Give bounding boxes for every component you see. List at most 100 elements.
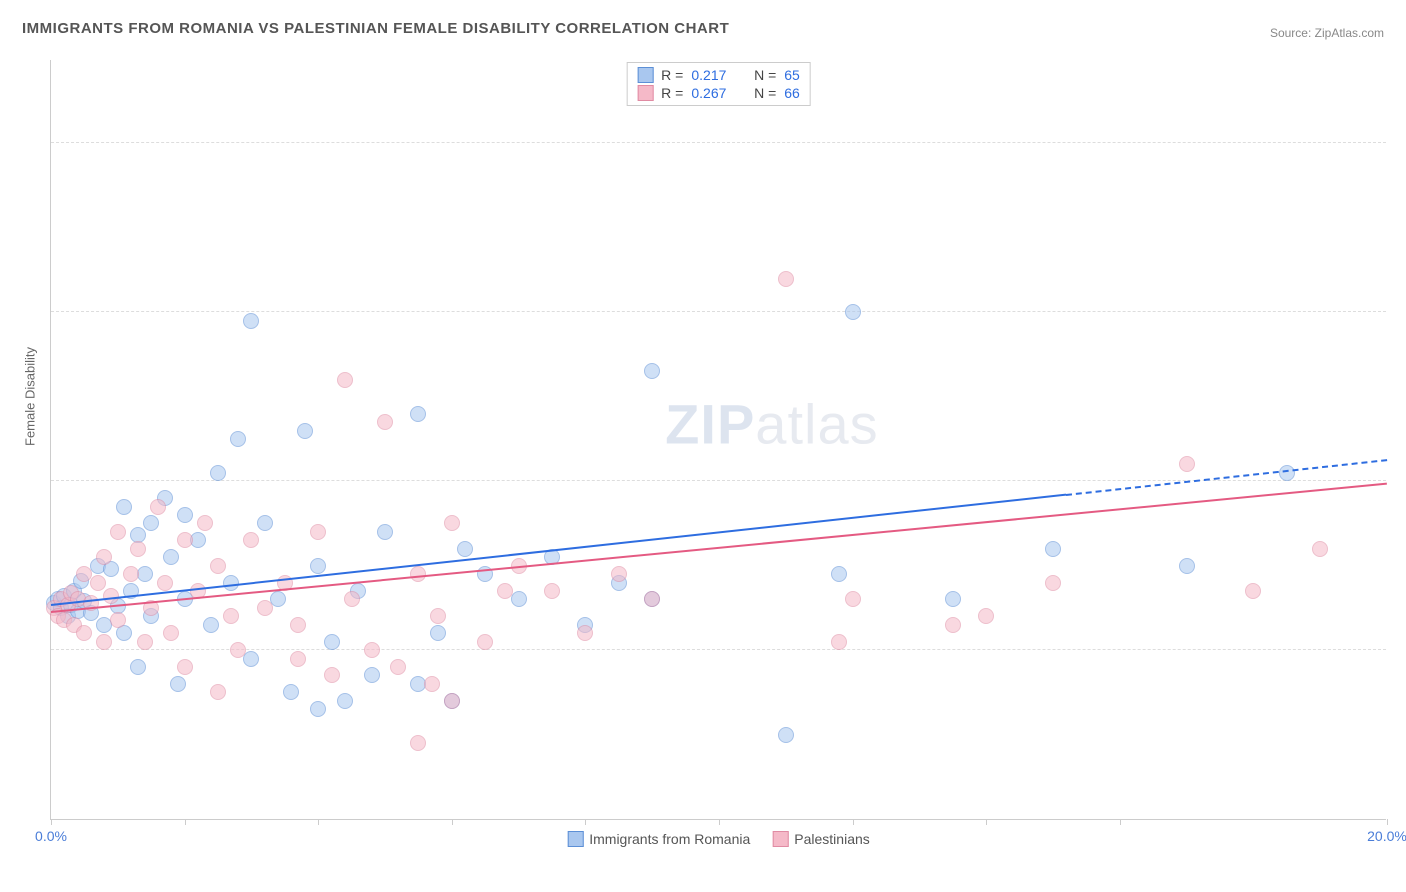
- scatter-point-palestinian: [845, 591, 861, 607]
- r-label: R =: [661, 85, 683, 101]
- scatter-point-palestinian: [444, 693, 460, 709]
- scatter-point-romania: [845, 304, 861, 320]
- y-axis-label: Female Disability: [23, 347, 38, 446]
- legend-swatch-romania: [637, 67, 653, 83]
- scatter-point-palestinian: [96, 549, 112, 565]
- scatter-point-palestinian: [1045, 575, 1061, 591]
- scatter-point-palestinian: [110, 612, 126, 628]
- scatter-point-palestinian: [430, 608, 446, 624]
- scatter-point-romania: [511, 591, 527, 607]
- n-label: N =: [754, 85, 776, 101]
- scatter-point-palestinian: [544, 583, 560, 599]
- scatter-point-palestinian: [157, 575, 173, 591]
- r-value: 0.267: [691, 85, 726, 101]
- scatter-point-romania: [283, 684, 299, 700]
- scatter-point-romania: [297, 423, 313, 439]
- watermark: ZIPatlas: [665, 392, 878, 457]
- scatter-point-palestinian: [364, 642, 380, 658]
- legend-bottom: Immigrants from Romania Palestinians: [567, 831, 870, 847]
- legend-label: Palestinians: [794, 831, 870, 847]
- scatter-point-palestinian: [177, 532, 193, 548]
- scatter-point-palestinian: [163, 625, 179, 641]
- scatter-point-palestinian: [76, 625, 92, 641]
- scatter-point-palestinian: [96, 634, 112, 650]
- scatter-point-palestinian: [123, 566, 139, 582]
- scatter-point-palestinian: [150, 499, 166, 515]
- scatter-point-palestinian: [497, 583, 513, 599]
- scatter-point-palestinian: [130, 541, 146, 557]
- x-tick: [1387, 819, 1388, 825]
- scatter-point-palestinian: [110, 524, 126, 540]
- scatter-point-romania: [116, 499, 132, 515]
- legend-swatch-palestinian: [637, 85, 653, 101]
- scatter-point-palestinian: [410, 735, 426, 751]
- legend-stats-box: R = 0.217 N = 65R = 0.267 N = 66: [626, 62, 811, 106]
- scatter-point-romania: [163, 549, 179, 565]
- scatter-point-palestinian: [778, 271, 794, 287]
- scatter-point-palestinian: [290, 617, 306, 633]
- scatter-point-romania: [243, 313, 259, 329]
- scatter-point-romania: [945, 591, 961, 607]
- scatter-point-palestinian: [197, 515, 213, 531]
- x-tick: [452, 819, 453, 825]
- legend-item-romania: Immigrants from Romania: [567, 831, 750, 847]
- scatter-point-romania: [324, 634, 340, 650]
- scatter-point-palestinian: [1312, 541, 1328, 557]
- scatter-point-romania: [457, 541, 473, 557]
- scatter-point-palestinian: [945, 617, 961, 633]
- scatter-point-palestinian: [644, 591, 660, 607]
- x-tick: [51, 819, 52, 825]
- scatter-point-palestinian: [337, 372, 353, 388]
- scatter-point-romania: [170, 676, 186, 692]
- scatter-point-romania: [130, 659, 146, 675]
- scatter-point-palestinian: [831, 634, 847, 650]
- n-value: 66: [784, 85, 800, 101]
- scatter-point-palestinian: [444, 515, 460, 531]
- scatter-point-palestinian: [210, 684, 226, 700]
- scatter-point-palestinian: [1179, 456, 1195, 472]
- source-attribution: Source: ZipAtlas.com: [1270, 26, 1384, 40]
- scatter-point-palestinian: [310, 524, 326, 540]
- scatter-point-palestinian: [137, 634, 153, 650]
- scatter-point-palestinian: [577, 625, 593, 641]
- scatter-point-romania: [143, 515, 159, 531]
- x-tick: [853, 819, 854, 825]
- scatter-point-palestinian: [1245, 583, 1261, 599]
- scatter-point-romania: [377, 524, 393, 540]
- r-label: R =: [661, 67, 683, 83]
- legend-swatch-palestinian: [772, 831, 788, 847]
- scatter-point-palestinian: [90, 575, 106, 591]
- scatter-point-palestinian: [477, 634, 493, 650]
- scatter-point-romania: [644, 363, 660, 379]
- scatter-point-palestinian: [978, 608, 994, 624]
- scatter-point-romania: [778, 727, 794, 743]
- x-tick: [1120, 819, 1121, 825]
- trend-line-romania: [1066, 459, 1387, 496]
- scatter-point-palestinian: [210, 558, 226, 574]
- n-value: 65: [784, 67, 800, 83]
- x-tick: [185, 819, 186, 825]
- scatter-point-palestinian: [177, 659, 193, 675]
- scatter-point-romania: [310, 701, 326, 717]
- x-tick: [986, 819, 987, 825]
- scatter-point-romania: [223, 575, 239, 591]
- legend-swatch-romania: [567, 831, 583, 847]
- scatter-point-palestinian: [424, 676, 440, 692]
- legend-stat-row-romania: R = 0.217 N = 65: [637, 67, 800, 83]
- scatter-point-palestinian: [223, 608, 239, 624]
- scatter-point-palestinian: [344, 591, 360, 607]
- scatter-point-palestinian: [230, 642, 246, 658]
- scatter-point-romania: [310, 558, 326, 574]
- scatter-point-palestinian: [257, 600, 273, 616]
- legend-item-palestinian: Palestinians: [772, 831, 870, 847]
- n-label: N =: [754, 67, 776, 83]
- scatter-point-romania: [257, 515, 273, 531]
- x-tick-label: 20.0%: [1367, 828, 1406, 844]
- x-tick: [585, 819, 586, 825]
- gridline: [51, 142, 1386, 143]
- scatter-point-romania: [1179, 558, 1195, 574]
- scatter-point-palestinian: [377, 414, 393, 430]
- scatter-point-romania: [430, 625, 446, 641]
- scatter-point-romania: [364, 667, 380, 683]
- scatter-point-palestinian: [324, 667, 340, 683]
